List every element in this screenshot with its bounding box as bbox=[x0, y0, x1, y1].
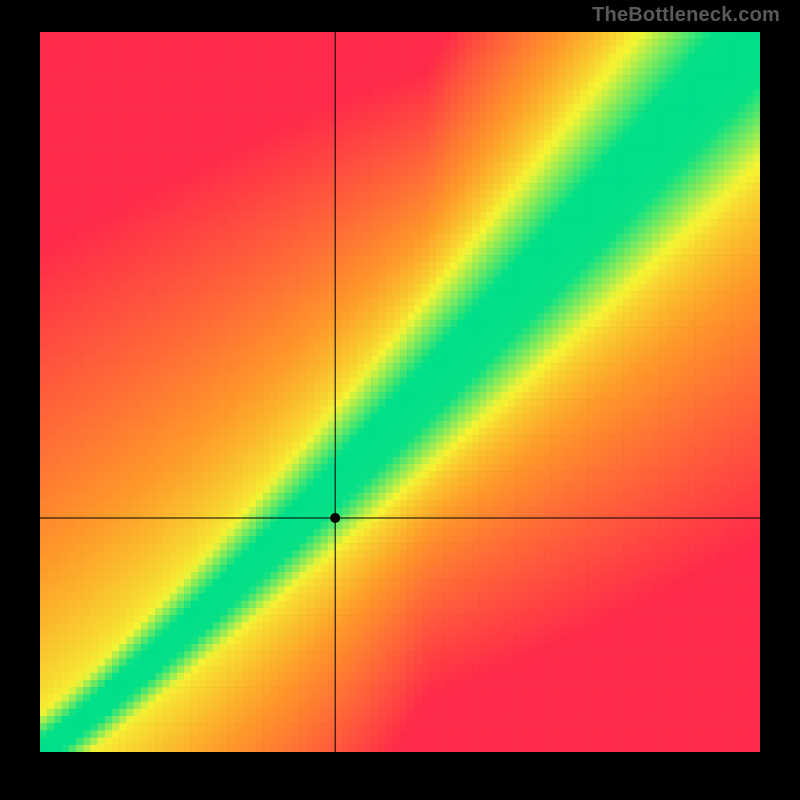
watermark-text: TheBottleneck.com bbox=[592, 4, 780, 27]
chart-container: TheBottleneck.com bbox=[0, 0, 800, 800]
bottleneck-heatmap bbox=[40, 32, 760, 752]
